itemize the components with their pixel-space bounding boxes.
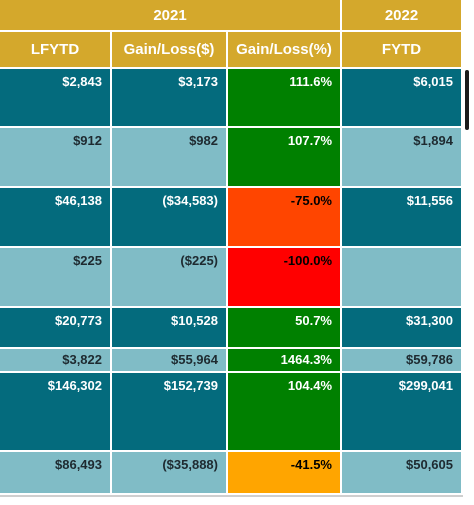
cell-gain-loss-percent: 1464.3% [228,349,342,373]
cell-gain-loss-percent: -100.0% [228,248,342,308]
cell-gain-loss-percent: 50.7% [228,308,342,349]
vertical-scrollbar[interactable] [463,0,474,505]
cell-lfytd: $912 [0,128,112,188]
cell-lfytd: $3,822 [0,349,112,373]
cell-gain-loss-dollars: ($34,583) [112,188,228,248]
cell-fytd: $50,605 [342,452,463,495]
header-year-2022: 2022 [342,0,463,32]
header-year-2021: 2021 [0,0,342,32]
scrollbar-thumb[interactable] [465,70,469,130]
table-bottom-border [0,495,463,497]
column-header-lfytd[interactable]: LFYTD [0,32,112,69]
column-header-gain-loss-dollars[interactable]: Gain/Loss($) [112,32,228,69]
cell-gain-loss-dollars: $152,739 [112,373,228,452]
cell-fytd [342,248,463,308]
cell-gain-loss-dollars: $10,528 [112,308,228,349]
cell-lfytd: $2,843 [0,69,112,128]
cell-gain-loss-percent: -41.5% [228,452,342,495]
cell-gain-loss-dollars: $55,964 [112,349,228,373]
cell-gain-loss-percent: 111.6% [228,69,342,128]
cell-gain-loss-dollars: $982 [112,128,228,188]
cell-gain-loss-percent: 104.4% [228,373,342,452]
cell-lfytd: $46,138 [0,188,112,248]
column-header-gain-loss-percent[interactable]: Gain/Loss(%) [228,32,342,69]
cell-fytd: $1,894 [342,128,463,188]
cell-lfytd: $225 [0,248,112,308]
cell-gain-loss-dollars: $3,173 [112,69,228,128]
cell-lfytd: $20,773 [0,308,112,349]
cell-fytd: $299,041 [342,373,463,452]
cell-gain-loss-percent: 107.7% [228,128,342,188]
cell-fytd: $11,556 [342,188,463,248]
cell-lfytd: $146,302 [0,373,112,452]
cell-lfytd: $86,493 [0,452,112,495]
cell-fytd: $6,015 [342,69,463,128]
cell-gain-loss-dollars: ($225) [112,248,228,308]
cell-fytd: $31,300 [342,308,463,349]
cell-fytd: $59,786 [342,349,463,373]
column-header-fytd[interactable]: FYTD [342,32,463,69]
cell-gain-loss-percent: -75.0% [228,188,342,248]
cell-gain-loss-dollars: ($35,888) [112,452,228,495]
